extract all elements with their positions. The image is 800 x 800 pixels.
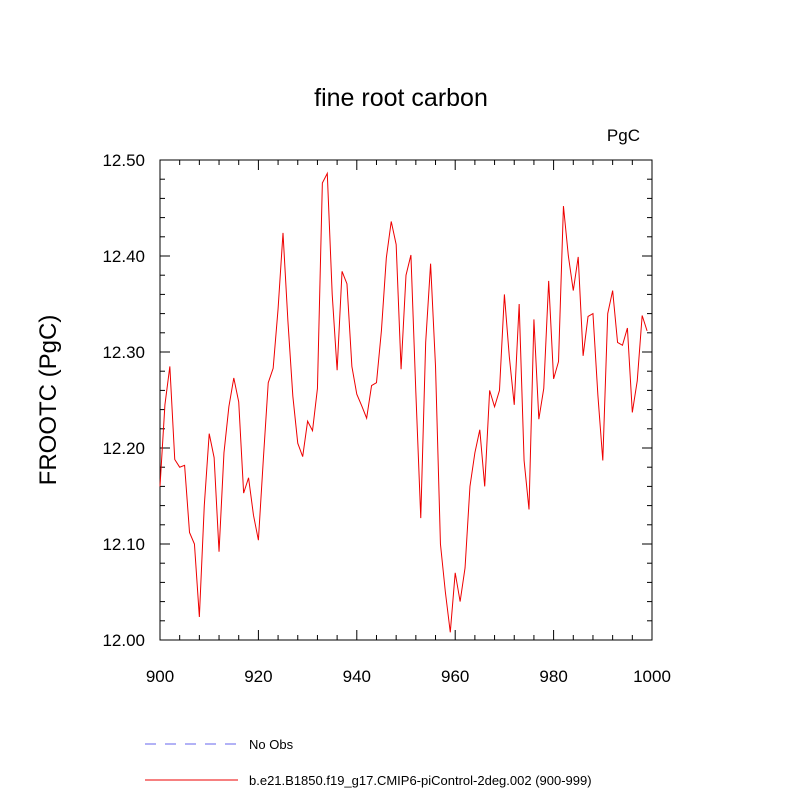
chart-title: fine root carbon [314, 84, 488, 112]
y-tick-label: 12.20 [102, 439, 145, 458]
units-label: PgC [607, 126, 640, 145]
legend-label-no-obs: No Obs [249, 737, 294, 752]
x-axis-ticks: 900 920 940 960 980 1000 [146, 160, 671, 686]
x-tick-label: 900 [146, 667, 174, 686]
legend: No Obs b.e21.B1850.f19_g17.CMIP6-piContr… [145, 737, 592, 788]
x-tick-label: 1000 [633, 667, 671, 686]
y-axis-ticks: 12.00 12.10 12.20 12.30 12.40 12.50 [102, 151, 652, 650]
x-tick-label: 920 [244, 667, 272, 686]
y-tick-label: 12.10 [102, 535, 145, 554]
legend-label-model: b.e21.B1850.f19_g17.CMIP6-piControl-2deg… [249, 773, 592, 788]
y-tick-label: 12.00 [102, 631, 145, 650]
y-axis-label: FROOTC (PgC) [35, 315, 62, 486]
series-line [159, 171, 648, 633]
x-tick-label: 940 [343, 667, 371, 686]
series-layer [159, 171, 648, 633]
y-tick-label: 12.40 [102, 247, 145, 266]
y-tick-label: 12.50 [102, 151, 145, 170]
x-tick-label: 960 [441, 667, 469, 686]
y-tick-label: 12.30 [102, 343, 145, 362]
x-tick-label: 980 [539, 667, 567, 686]
plot-frame [159, 159, 653, 641]
